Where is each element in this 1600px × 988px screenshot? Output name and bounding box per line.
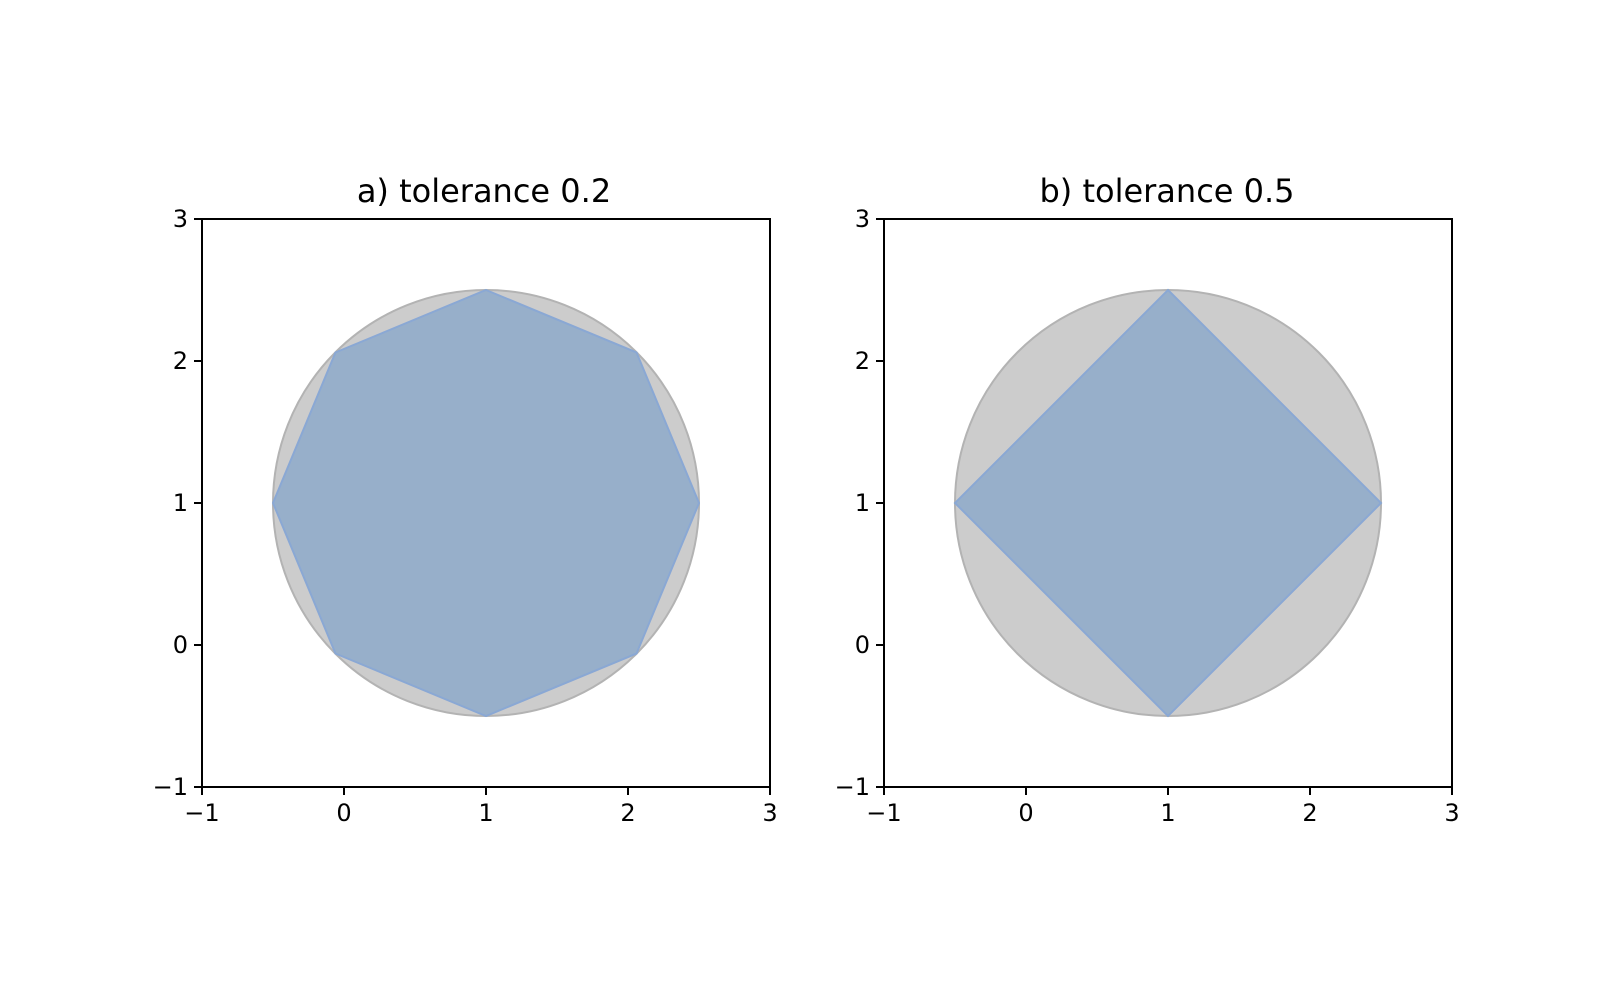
panel-a-xtick-label: 2 <box>620 799 635 827</box>
panel-b-ytick-label: 2 <box>855 347 870 375</box>
panel-a-ytick-label: 1 <box>173 489 188 517</box>
panel-b-title: b) tolerance 0.5 <box>1039 172 1294 210</box>
panel-b-xtick-label: 2 <box>1302 799 1317 827</box>
panel-b-xtick-label: 0 <box>1018 799 1033 827</box>
panel-a-ytick-label: −1 <box>153 773 188 801</box>
panel-b-xtick-label: −1 <box>866 799 901 827</box>
panel-b-ytick-label: 1 <box>855 489 870 517</box>
panel-b-ytick-label: 0 <box>855 631 870 659</box>
panel-a-title: a) tolerance 0.2 <box>357 172 611 210</box>
panel-a-polygon <box>271 288 701 718</box>
panel-a-xtick-label: 1 <box>478 799 493 827</box>
panel-a-xtick-label: 3 <box>762 799 777 827</box>
panel-a-xtick-label: 0 <box>336 799 351 827</box>
panel-b-xtick-label: 3 <box>1444 799 1459 827</box>
panel-a: a) tolerance 0.2 −1 0 1 2 3 −1 0 1 2 3 <box>153 172 778 827</box>
panel-a-ytick-label: 2 <box>173 347 188 375</box>
panel-a-ytick-label: 3 <box>173 205 188 233</box>
panel-b-ytick-label: −1 <box>835 773 870 801</box>
panel-b: b) tolerance 0.5 −1 0 1 2 3 −1 0 1 2 3 <box>835 172 1460 827</box>
panel-a-xtick-label: −1 <box>184 799 219 827</box>
panel-b-ytick-label: 3 <box>855 205 870 233</box>
panel-b-plot-area <box>953 288 1383 718</box>
panel-b-polygon <box>953 288 1383 718</box>
panel-a-ytick-label: 0 <box>173 631 188 659</box>
panel-a-plot-area <box>271 288 701 718</box>
panel-b-xtick-label: 1 <box>1160 799 1175 827</box>
